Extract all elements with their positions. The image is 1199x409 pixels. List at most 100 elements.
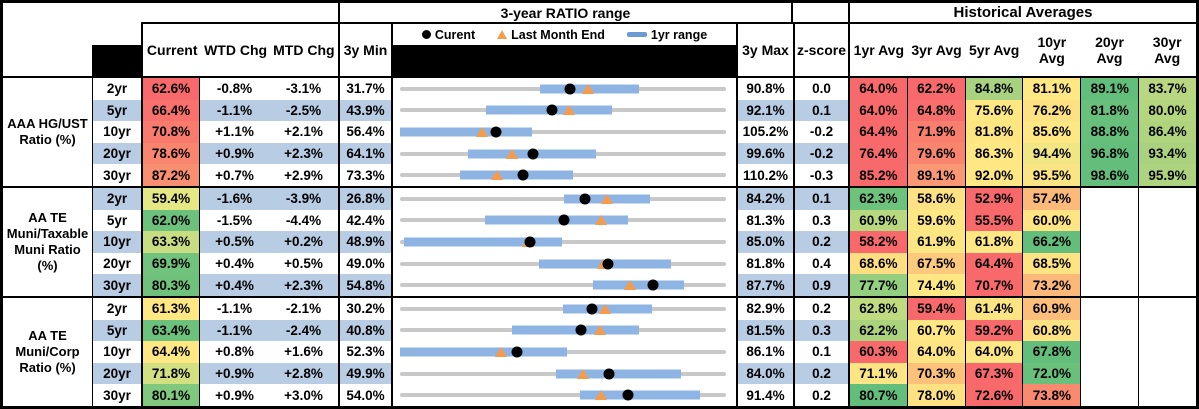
current-cell: 66.4% [141, 99, 200, 122]
chart-header-black-band [393, 45, 736, 76]
min-3y-cell: 30.2% [338, 298, 391, 320]
chart-header: Curent Last Month End 1yr range [391, 24, 736, 76]
avg-cell-3yr: 60.7% [906, 319, 965, 342]
z-score-cell: 0.2 [793, 362, 850, 385]
range-plot [400, 231, 726, 253]
avg-cell-30yr [1138, 384, 1196, 406]
tenor-cell: 5yr [92, 209, 141, 232]
last-month-end-marker [576, 368, 589, 379]
min-3y-cell: 43.9% [338, 99, 391, 122]
avg-cell-10yr: 85.6% [1022, 121, 1081, 143]
range-plot [400, 100, 726, 122]
range-plot [400, 341, 726, 363]
tenor-cell: 2yr [92, 188, 141, 210]
wtd-chg-cell: +0.5% [200, 231, 269, 253]
tenor-header-black-cell [92, 45, 141, 76]
mtd-chg-cell: -4.4% [285, 212, 322, 228]
last-month-end-marker [594, 325, 607, 336]
tenor-cell: 5yr [92, 99, 141, 122]
min-3y-cell: 31.7% [338, 78, 391, 100]
range-chart-cell [391, 252, 736, 275]
min-3y-cell: 40.8% [338, 319, 391, 342]
group-label-line: Ratio (%) [19, 360, 76, 376]
table-row: 2yr 59.4% -1.6% -3.9% 26.8% 84.2% 0.1 62… [92, 188, 1196, 210]
avg-cell-3yr: 59.6% [906, 209, 965, 232]
tenor-cell: 10yr [92, 231, 141, 253]
table-body: AAA HG/UST Ratio (%) 2yr 62.6% -0.8% -3.1… [3, 78, 1196, 406]
avg-cell-20yr [1080, 188, 1138, 210]
table-row: 30yr 80.3% +0.4% +2.3% 54.8% 87.7% 0.9 7… [92, 274, 1196, 296]
z-score-cell: 0.2 [793, 384, 850, 406]
mtd-chg-cell: +2.3% [269, 274, 338, 296]
z-score-cell: 0.9 [793, 274, 850, 296]
current-marker [558, 214, 570, 226]
current-cell: 87.2% [141, 164, 200, 186]
table-row: 5yr 66.4% -1.1% -2.5% 43.9% 92.1% 0.1 64… [92, 99, 1196, 122]
change-columns-header: Current WTD Chg MTD Chg [141, 24, 338, 76]
avg-cell-20yr [1080, 341, 1138, 363]
z-score-cell: 0.2 [793, 231, 850, 253]
avg-cell-3yr: 89.1% [906, 164, 965, 186]
range-plot [400, 384, 726, 406]
z-score-cell: 0.2 [793, 298, 850, 320]
mtd-chg-cell: -3.9% [269, 188, 338, 210]
ratio-group: AAA HG/UST Ratio (%) 2yr 62.6% -0.8% -3.1… [3, 78, 1196, 186]
avg-cell-10yr: 57.4% [1022, 188, 1081, 210]
table-row: 20yr 78.6% +0.9% +2.3% 64.1% 99.6% -0.2 … [92, 142, 1196, 165]
one-year-range-bar [593, 280, 685, 290]
range-plot [400, 164, 726, 186]
legend-last-month-label: Last Month End [511, 27, 605, 42]
z-score-cell: -0.2 [793, 142, 850, 165]
range-chart-cell [391, 142, 736, 165]
wtd-chg-cell: +0.9% [215, 387, 254, 403]
one-year-range-bar [512, 325, 639, 335]
max-3y-cell: 99.6% [736, 142, 793, 165]
current-marker [622, 389, 633, 401]
mtd-chg-cell: -3.1% [285, 81, 322, 97]
last-month-end-marker [601, 193, 614, 204]
avg-cell-30yr: 83.7% [1138, 78, 1196, 100]
range-track [400, 196, 726, 201]
group-label: AA TE Muni/Taxable Muni Ratio (%) [3, 188, 92, 296]
one-year-range-bar [400, 127, 532, 137]
max-3y-cell: 85.0% [736, 231, 793, 253]
table-row: 2yr 61.3% -1.1% -2.1% 30.2% 82.9% 0.2 62… [92, 298, 1196, 320]
range-chart-cell [391, 384, 736, 406]
header-top-left-corner [3, 3, 141, 24]
current-cell: 62.0% [141, 209, 200, 232]
group-label-line: Muni/Taxable [6, 225, 89, 241]
min-3y-cell: 54.0% [338, 384, 391, 406]
avg-cell-20yr: 81.8% [1080, 99, 1139, 122]
avg-cell-5yr: 64.4% [964, 252, 1023, 275]
table-row: 2yr 62.6% -0.8% -3.1% 31.7% 90.8% 0.0 64… [92, 78, 1196, 100]
range-chart-cell [391, 298, 736, 320]
min-3y-cell: 42.4% [338, 209, 391, 232]
range-chart-cell [391, 319, 736, 342]
avg-cell-20yr: 88.8% [1080, 121, 1139, 143]
max-3y-cell: 82.9% [736, 298, 793, 320]
table-row: 20yr 69.9% +0.4% +0.5% 49.0% 81.8% 0.4 6… [92, 252, 1196, 275]
z-score-cell: 0.1 [793, 188, 850, 210]
avg-cell-5yr: 61.8% [964, 231, 1023, 253]
current-marker [564, 83, 576, 95]
group-label-line: AA TE [28, 209, 67, 225]
avg-cell-5yr: 75.6% [964, 99, 1023, 122]
tenor-cell: 30yr [92, 384, 141, 406]
max-3y-cell: 87.7% [736, 274, 793, 296]
last-month-triangle-icon [497, 30, 508, 39]
avg-cell-1yr: 62.8% [850, 298, 907, 320]
one-year-range-bar [484, 215, 628, 225]
table-row: 10yr 64.4% +0.8% +1.6% 52.3% 86.1% 0.1 6… [92, 341, 1196, 363]
current-marker [575, 324, 587, 336]
max-3y-cell: 81.3% [736, 209, 793, 232]
last-month-end-marker [491, 170, 504, 181]
tenor-cell: 20yr [92, 362, 141, 385]
avg-cell-10yr: 68.5% [1022, 252, 1081, 275]
current-marker [490, 126, 502, 138]
wtd-chg-cell: -1.1% [200, 319, 269, 342]
avg-cell-3yr: 64.0% [906, 341, 965, 363]
last-month-end-marker [506, 148, 519, 159]
current-cell: 63.3% [141, 231, 200, 253]
max-3y-cell: 84.2% [736, 188, 793, 210]
avg-cell-1yr: 62.3% [850, 188, 907, 210]
